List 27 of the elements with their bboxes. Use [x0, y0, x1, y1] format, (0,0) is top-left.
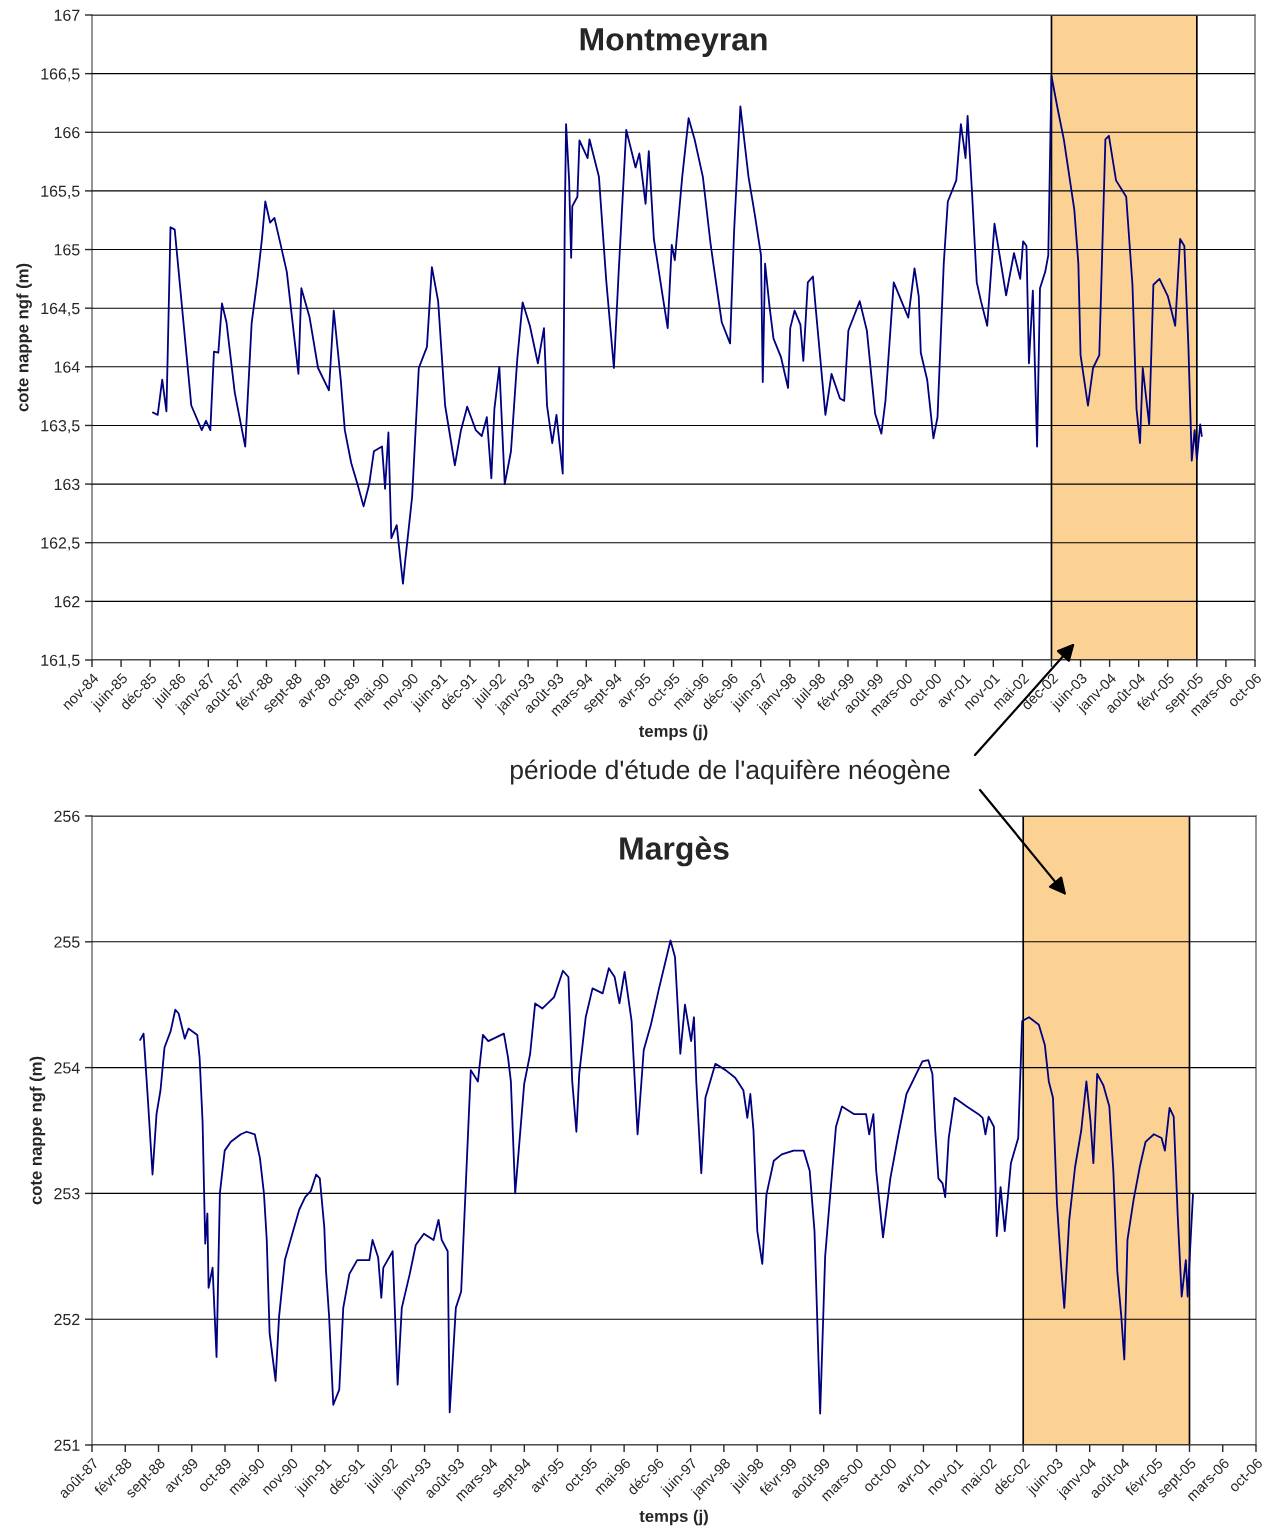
y-tick-label: 166: [54, 126, 80, 139]
y-tick-label: 165,5: [41, 185, 80, 199]
line-series: [139, 939, 1194, 1415]
y-tick-label: 251: [54, 1439, 80, 1451]
y-axis-title: cote nappe ngf (m): [29, 1056, 46, 1205]
y-tick-label: 163,5: [41, 420, 80, 434]
y-tick-label: 161,5: [41, 654, 80, 668]
y-tick-label: 163: [54, 478, 80, 491]
y-tick-label: 256: [54, 810, 80, 822]
y-tick-label: 162,5: [41, 537, 80, 551]
y-tick-label: 252: [54, 1313, 80, 1326]
y-tick-label: 162: [54, 596, 80, 608]
y-tick-label: 166,5: [41, 68, 80, 82]
y-tick-label: 255: [54, 936, 80, 948]
y-tick-label: 164: [54, 361, 80, 373]
y-tick-label: 167: [54, 9, 80, 21]
y-tick-label: 254: [54, 1062, 80, 1074]
y-tick-label: 164,5: [41, 302, 80, 317]
x-axis-title: temps (j): [638, 724, 708, 741]
y-axis-title: cote nappe ngf (m): [16, 263, 32, 412]
text: période d'étude de l'aquifère néogène: [510, 759, 950, 785]
x-axis-title: temps (j): [639, 1509, 708, 1526]
chart-title: Montmeyran: [580, 28, 767, 57]
y-tick-label: 253: [54, 1188, 80, 1200]
text: Margès: [620, 836, 729, 867]
y-tick-label: 165: [54, 244, 80, 256]
line-series: [152, 75, 1203, 585]
